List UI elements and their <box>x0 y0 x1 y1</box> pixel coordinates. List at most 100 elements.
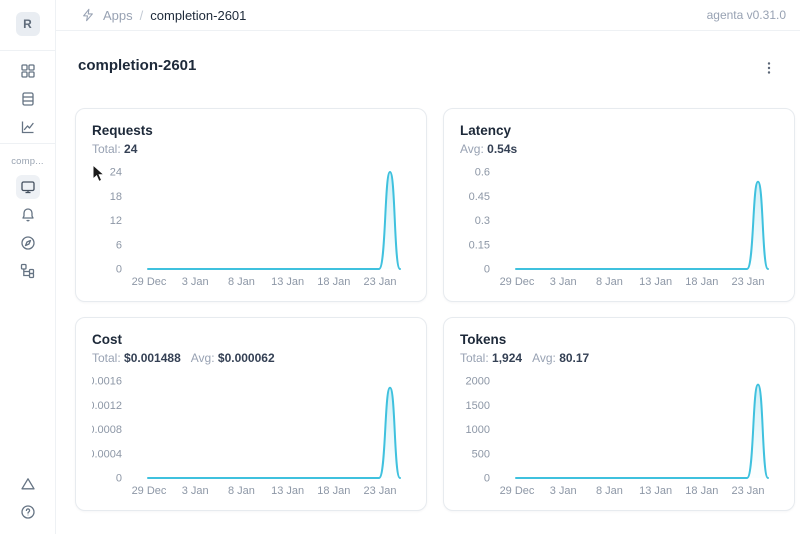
breadcrumb-separator: / <box>139 7 144 23</box>
card-title: Latency <box>460 123 512 138</box>
stat-label: Total: <box>92 142 121 156</box>
svg-text:0.15: 0.15 <box>469 239 490 251</box>
svg-text:500: 500 <box>472 448 490 460</box>
stat-value: $0.000062 <box>217 351 275 365</box>
svg-text:29 Dec: 29 Dec <box>132 485 167 497</box>
main-content: completion-2601 Requests Total: 24 0 6 12 1… <box>56 31 800 534</box>
svg-text:3 Jan: 3 Jan <box>550 485 577 497</box>
card-title: Tokens <box>460 332 507 347</box>
card-stats: Total: $0.001488 Avg: $0.000062 <box>92 351 410 365</box>
sidebar-footer <box>16 472 40 524</box>
tokens-card: Tokens Total: 1,924 Avg: 80.17 0 500 1000 15… <box>443 317 795 511</box>
svg-text:13 Jan: 13 Jan <box>271 276 304 288</box>
stat-label: Avg: <box>532 351 556 365</box>
analytics-line-chart-icon[interactable] <box>16 115 40 139</box>
avatar[interactable]: R <box>15 12 40 36</box>
lightning-icon <box>80 7 96 23</box>
svg-text:18 Jan: 18 Jan <box>685 485 718 497</box>
svg-text:8 Jan: 8 Jan <box>596 485 623 497</box>
svg-text:18 Jan: 18 Jan <box>317 485 350 497</box>
topbar: Apps / completion-2601 agenta v0.31.0 <box>56 0 800 31</box>
svg-text:13 Jan: 13 Jan <box>271 485 304 497</box>
bell-icon[interactable] <box>16 203 40 227</box>
compass-icon[interactable] <box>16 231 40 255</box>
svg-text:0.3: 0.3 <box>475 215 490 227</box>
svg-text:0.0012: 0.0012 <box>92 400 122 412</box>
sidebar-divider <box>0 50 56 51</box>
tokens-line-chart: 0 500 1000 1500 2000 29 Dec 3 Jan 8 Jan 13 Jan 18… <box>466 376 769 497</box>
help-circle-icon[interactable] <box>16 500 40 524</box>
svg-text:29 Dec: 29 Dec <box>132 276 167 288</box>
svg-text:23 Jan: 23 Jan <box>363 485 396 497</box>
svg-text:18 Jan: 18 Jan <box>685 276 718 288</box>
breadcrumb-current: completion-2601 <box>150 7 247 23</box>
cost-line-chart: 0 0.0004 0.0008 0.0012 0.0016 29 Dec 3 Jan 8 Ja… <box>92 376 401 497</box>
svg-text:3 Jan: 3 Jan <box>550 276 577 288</box>
stat-value: 80.17 <box>559 351 590 365</box>
svg-text:23 Jan: 23 Jan <box>363 276 396 288</box>
svg-text:0.6: 0.6 <box>475 167 490 179</box>
svg-text:23 Jan: 23 Jan <box>731 485 764 497</box>
latency-card: Latency Avg: 0.54s 0 0.15 0.3 0.45 0.6 29 Dec… <box>443 108 795 302</box>
svg-text:3 Jan: 3 Jan <box>182 485 209 497</box>
warning-triangle-icon[interactable] <box>16 472 40 496</box>
stat-label: Total: <box>460 351 489 365</box>
stat-label: Avg: <box>190 351 215 365</box>
cost-card: Cost Total: $0.001488 Avg: $0.000062 0 0.0… <box>75 317 427 511</box>
svg-text:0.0004: 0.0004 <box>92 448 122 460</box>
card-title: Cost <box>92 332 122 347</box>
breadcrumb: Apps / completion-2601 <box>80 7 246 23</box>
svg-text:0: 0 <box>484 264 490 276</box>
version-label: agenta v0.31.0 <box>706 8 786 22</box>
svg-text:0.45: 0.45 <box>469 191 490 203</box>
svg-text:0: 0 <box>116 264 122 276</box>
traces-tree-icon[interactable] <box>16 259 40 283</box>
page-title: completion-2601 <box>78 57 197 74</box>
svg-text:1500: 1500 <box>466 400 490 412</box>
apps-grid-icon[interactable] <box>16 59 40 83</box>
card-stats: Total: 24 <box>92 142 410 156</box>
svg-text:29 Dec: 29 Dec <box>500 276 535 288</box>
workspace-nav <box>16 59 40 139</box>
svg-text:0.0016: 0.0016 <box>92 376 122 388</box>
svg-text:3 Jan: 3 Jan <box>182 276 209 288</box>
svg-text:1000: 1000 <box>466 424 490 436</box>
app-section-label: comp... <box>11 156 44 167</box>
ellipsis-vertical-icon[interactable] <box>758 57 780 79</box>
stat-value: 24 <box>124 142 138 156</box>
svg-text:24: 24 <box>110 167 122 179</box>
svg-text:8 Jan: 8 Jan <box>228 485 255 497</box>
svg-text:13 Jan: 13 Jan <box>639 276 672 288</box>
latency-line-chart: 0 0.15 0.3 0.45 0.6 29 Dec 3 Jan 8 Jan 13 Jan 18 … <box>469 167 769 288</box>
svg-text:12: 12 <box>110 215 122 227</box>
svg-text:13 Jan: 13 Jan <box>639 485 672 497</box>
card-stats: Total: 1,924 Avg: 80.17 <box>460 351 778 365</box>
svg-text:8 Jan: 8 Jan <box>596 276 623 288</box>
breadcrumb-apps-link[interactable]: Apps <box>103 7 133 23</box>
stat-label: Total: <box>92 351 121 365</box>
stat-label: Avg: <box>460 142 484 156</box>
stat-value: $0.001488 <box>124 351 181 365</box>
svg-text:23 Jan: 23 Jan <box>731 276 764 288</box>
stat-value: 0.54s <box>487 142 518 156</box>
registry-rows-icon[interactable] <box>16 87 40 111</box>
stat-value: 1,924 <box>492 351 523 365</box>
svg-text:18: 18 <box>110 191 122 203</box>
svg-text:0.0008: 0.0008 <box>92 424 122 436</box>
sidebar-divider <box>0 143 56 144</box>
requests-line-chart: 0 6 12 18 24 29 Dec 3 Jan 8 Jan 13 Jan 18 Jan 23 J… <box>110 167 401 288</box>
svg-text:2000: 2000 <box>466 376 490 388</box>
svg-text:18 Jan: 18 Jan <box>317 276 350 288</box>
requests-card: Requests Total: 24 0 6 12 18 24 29 Dec 3 Jan 8 … <box>75 108 427 302</box>
metric-cards-grid: Requests Total: 24 0 6 12 18 24 29 Dec 3 Jan 8 … <box>56 108 800 511</box>
svg-text:29 Dec: 29 Dec <box>500 485 535 497</box>
svg-text:8 Jan: 8 Jan <box>228 276 255 288</box>
svg-text:0: 0 <box>484 473 490 485</box>
card-title: Requests <box>92 123 153 138</box>
card-stats: Avg: 0.54s <box>460 142 778 156</box>
sidebar: R comp... <box>0 0 56 534</box>
svg-text:0: 0 <box>116 473 122 485</box>
overview-monitor-icon[interactable] <box>15 175 40 199</box>
app-nav <box>15 175 40 283</box>
svg-text:6: 6 <box>116 239 122 251</box>
